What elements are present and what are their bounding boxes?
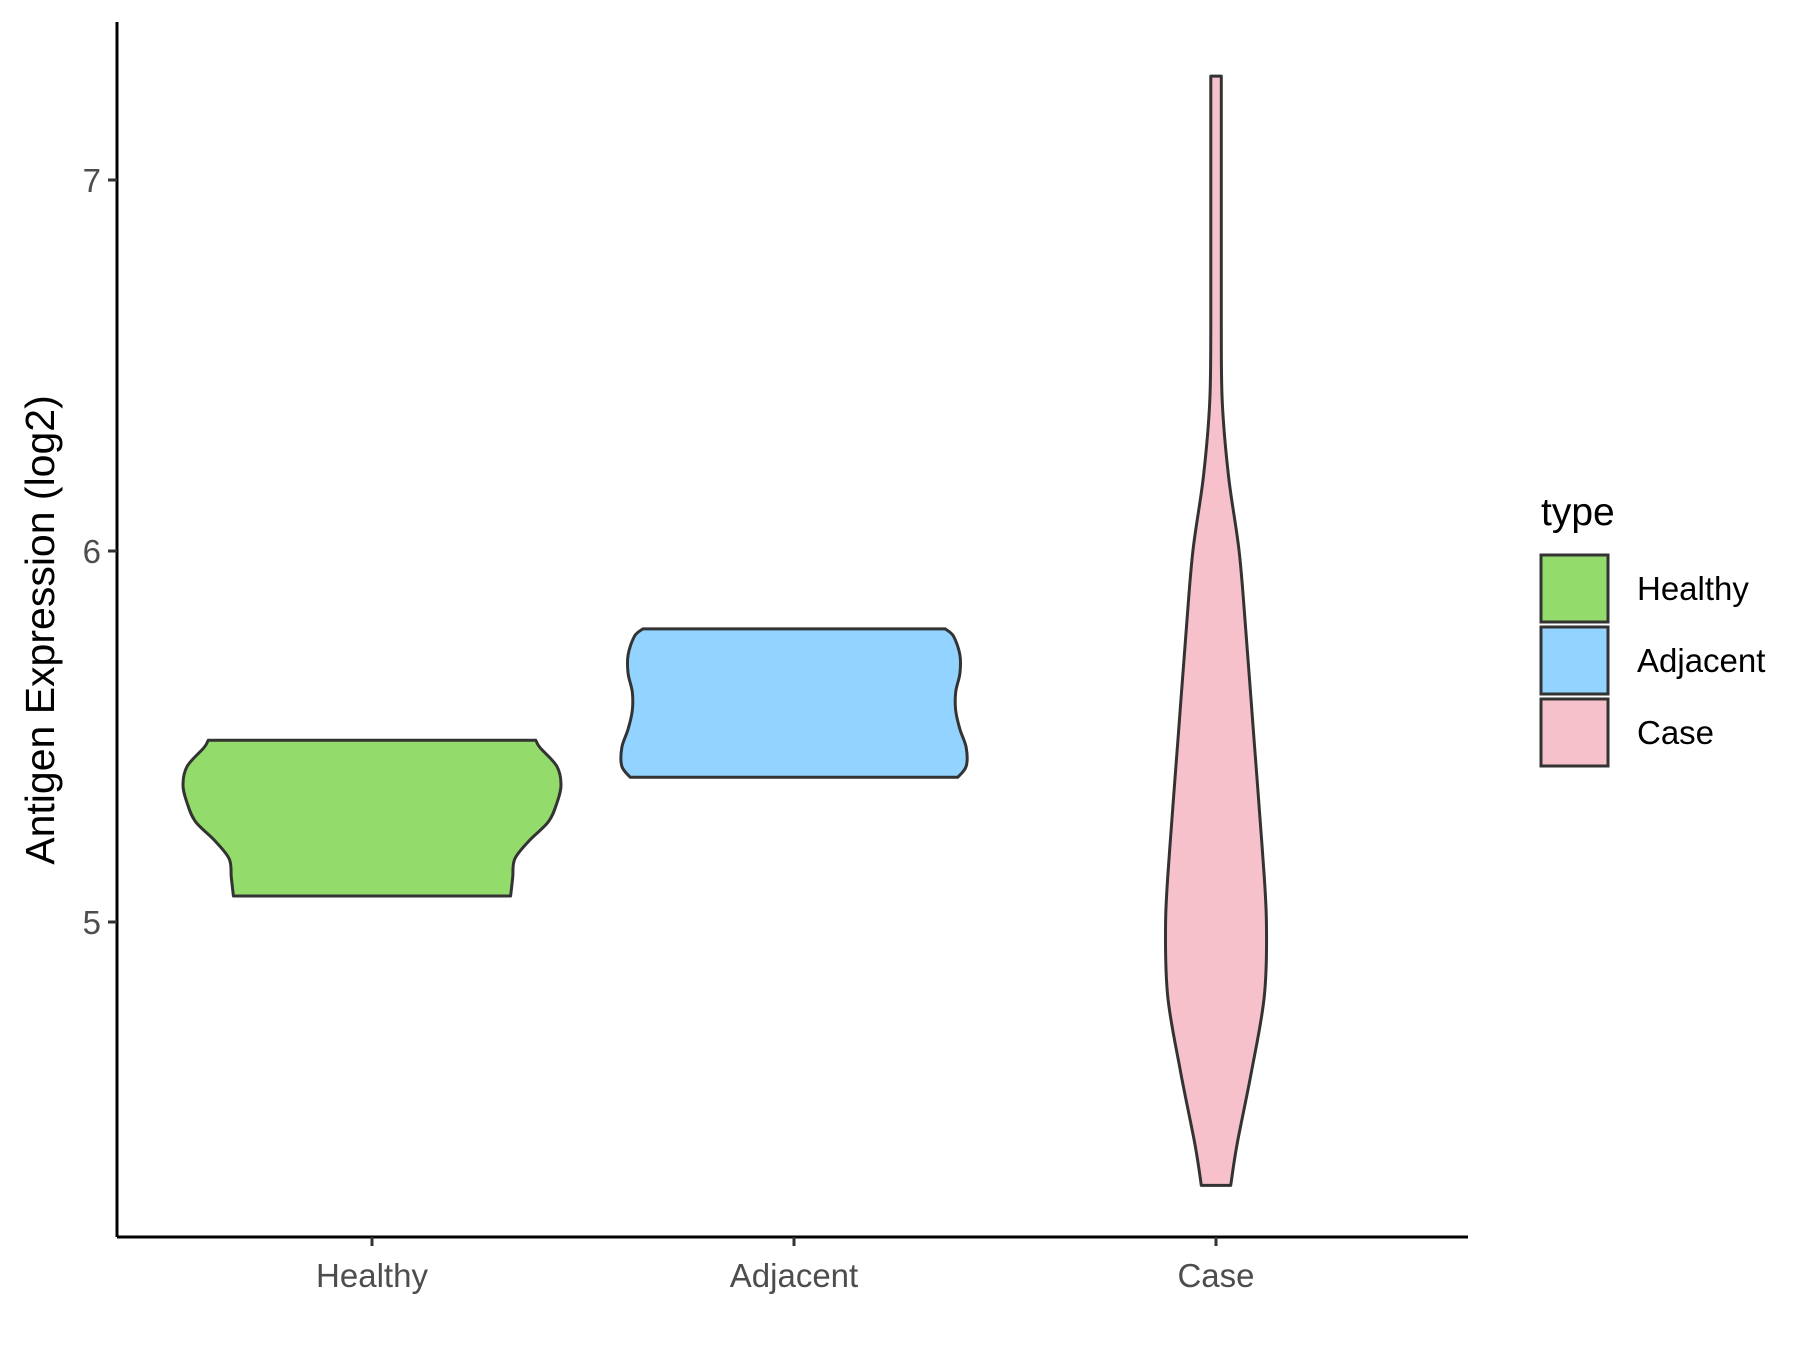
y-axis-ticks: 5 6 7 xyxy=(83,162,117,941)
violin-adjacent xyxy=(619,627,969,779)
x-tick-label: Case xyxy=(1177,1257,1254,1294)
y-tick-label: 7 xyxy=(83,162,101,199)
legend-swatch-adjacent xyxy=(1539,625,1610,696)
legend-label-case: Case xyxy=(1637,714,1714,751)
violin-layer xyxy=(181,74,1269,1187)
legend-swatch-case xyxy=(1539,697,1610,768)
legend-label-adjacent: Adjacent xyxy=(1637,642,1765,679)
x-tick-label: Adjacent xyxy=(730,1257,858,1294)
x-axis-ticks: Healthy Adjacent Case xyxy=(316,1237,1255,1294)
legend: type Healthy Adjacent Case xyxy=(1539,491,1765,768)
violin-healthy xyxy=(181,738,563,898)
y-tick-label: 5 xyxy=(83,904,101,941)
violin-case xyxy=(1163,74,1269,1187)
y-tick-label: 6 xyxy=(83,533,101,570)
legend-swatch-healthy xyxy=(1539,553,1610,624)
legend-title: type xyxy=(1541,491,1615,534)
legend-label-healthy: Healthy xyxy=(1637,570,1749,607)
y-axis-title: Antigen Expression (log2) xyxy=(17,395,63,864)
x-tick-label: Healthy xyxy=(316,1257,428,1294)
